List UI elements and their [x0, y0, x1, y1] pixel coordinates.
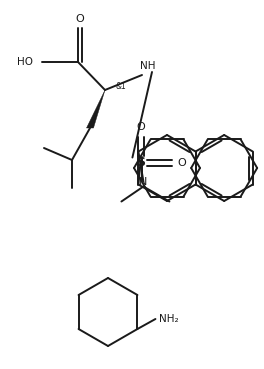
Text: N: N	[139, 176, 148, 186]
Text: &1: &1	[115, 82, 126, 90]
Text: O: O	[136, 121, 145, 131]
Polygon shape	[87, 90, 105, 128]
Text: NH: NH	[140, 61, 156, 71]
Text: HO: HO	[17, 57, 33, 67]
Text: O: O	[177, 158, 186, 168]
Text: S: S	[136, 156, 145, 169]
Text: O: O	[76, 14, 84, 24]
Text: NH₂: NH₂	[159, 314, 178, 324]
